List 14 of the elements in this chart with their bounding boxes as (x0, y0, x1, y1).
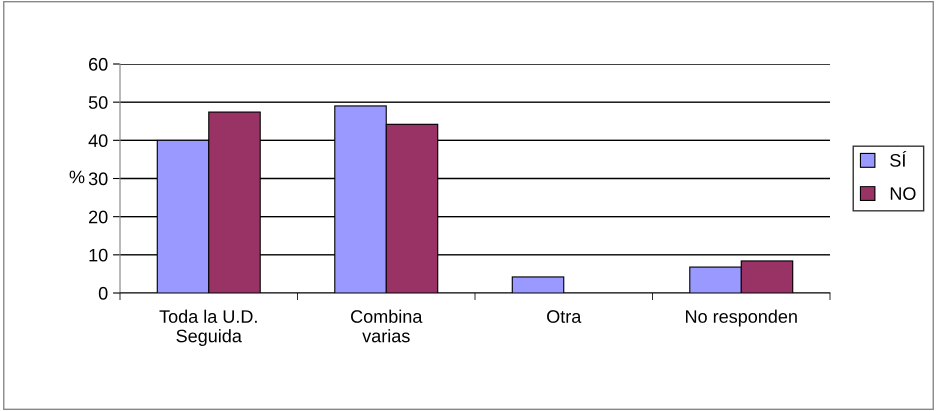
x-tick-label: Combina varias (351, 310, 422, 342)
legend-label: NO (890, 187, 916, 200)
y-tick-label: 10 (89, 248, 108, 262)
y-tick-label: 50 (88, 96, 108, 109)
x-tick-label: Otra (547, 310, 582, 323)
y-axis-title: % (70, 170, 84, 184)
y-tick-label: 40 (88, 134, 108, 148)
y-tick-label: 60 (89, 58, 108, 71)
y-tick-label: 20 (89, 210, 108, 224)
legend-label: SÍ (890, 150, 906, 167)
x-tick-label: Toda la U.D. Seguida (159, 310, 257, 346)
y-tick-label: 30 (88, 172, 108, 186)
x-tick-label: No responden (686, 310, 797, 326)
y-tick-label: 0 (98, 286, 108, 300)
